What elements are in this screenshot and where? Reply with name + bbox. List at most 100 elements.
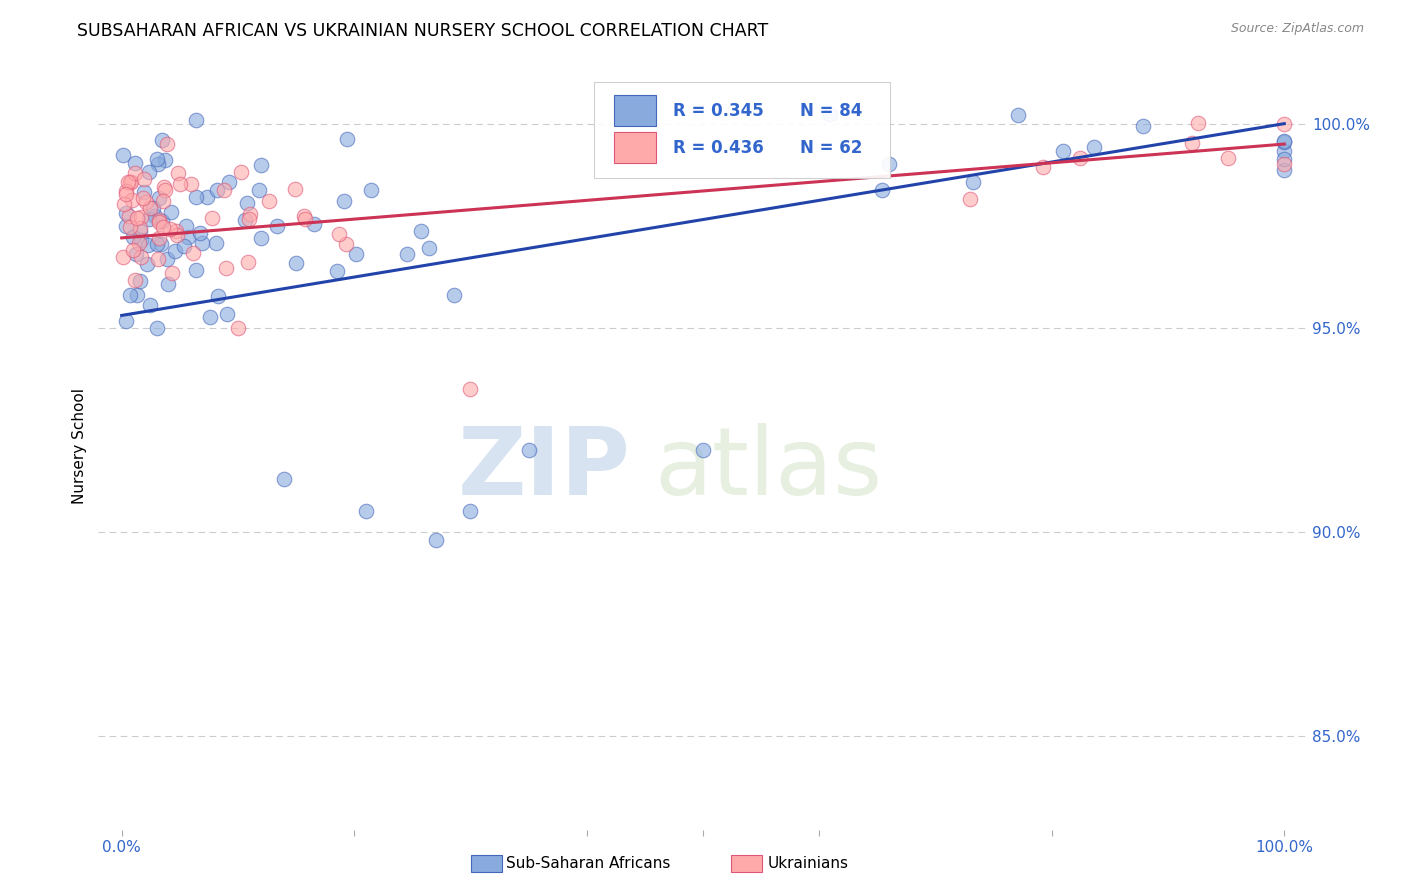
Point (877, 157, 900, 171)
Point (218, 175, 240, 189)
Point (212, 183, 235, 197)
Point (128, 224, 150, 238)
Text: ZIP: ZIP (457, 423, 630, 515)
Point (294, 212, 316, 227)
Point (959, 193, 981, 207)
Point (128, 236, 150, 251)
Point (112, 147, 135, 161)
Point (129, 210, 152, 224)
Point (115, 185, 138, 199)
Point (870, 182, 893, 196)
Point (425, 533, 447, 547)
Point (143, 209, 166, 223)
Text: Ukrainians: Ukrainians (768, 856, 849, 871)
Point (266, 219, 288, 234)
Point (328, 227, 350, 242)
Text: R = 0.436: R = 0.436 (672, 138, 763, 157)
Point (1272, 134, 1295, 148)
Point (148, 215, 170, 229)
Point (165, 223, 187, 237)
Point (120, 175, 142, 189)
Point (205, 183, 228, 197)
Point (148, 191, 170, 205)
Point (1272, 157, 1295, 171)
Point (149, 237, 172, 252)
Point (1272, 152, 1295, 166)
Point (148, 252, 170, 266)
Point (233, 212, 256, 227)
Point (145, 320, 167, 334)
Text: N = 84: N = 84 (800, 102, 862, 120)
Point (156, 277, 179, 292)
Y-axis label: Nursery School: Nursery School (72, 388, 87, 504)
Point (259, 194, 281, 208)
Point (188, 227, 211, 241)
Point (195, 190, 218, 204)
Point (443, 287, 465, 301)
Point (150, 133, 173, 147)
Text: R = 0.345: R = 0.345 (672, 102, 763, 120)
Point (184, 263, 207, 277)
Point (177, 230, 200, 244)
Point (236, 196, 259, 211)
Point (247, 183, 270, 197)
Point (284, 182, 307, 196)
FancyBboxPatch shape (613, 132, 655, 163)
Point (304, 217, 326, 231)
Point (129, 221, 152, 235)
Point (150, 214, 173, 228)
Point (1272, 163, 1295, 178)
Point (1069, 151, 1091, 165)
Point (153, 183, 176, 197)
Point (120, 220, 142, 235)
Point (136, 257, 159, 271)
Point (162, 266, 184, 280)
Point (360, 183, 382, 197)
Point (156, 252, 179, 266)
Point (122, 243, 145, 257)
Point (146, 153, 169, 167)
Point (135, 195, 157, 210)
Text: SUBSAHARAN AFRICAN VS UKRAINIAN NURSERY SCHOOL CORRELATION CHART: SUBSAHARAN AFRICAN VS UKRAINIAN NURSERY … (77, 22, 769, 40)
Point (692, 443, 714, 458)
Point (159, 222, 181, 236)
Point (148, 231, 170, 245)
Point (114, 186, 136, 201)
Point (207, 289, 229, 303)
Point (1272, 144, 1295, 158)
Point (124, 166, 146, 180)
Point (117, 176, 139, 190)
Point (1132, 120, 1154, 134)
Point (229, 165, 252, 179)
Point (396, 246, 419, 260)
Point (226, 320, 249, 334)
FancyBboxPatch shape (595, 81, 890, 178)
Point (238, 212, 260, 227)
Point (239, 207, 262, 221)
Point (184, 190, 207, 204)
Point (138, 211, 160, 226)
Point (191, 236, 214, 251)
Point (114, 206, 136, 220)
Point (335, 236, 357, 251)
Point (1032, 161, 1054, 175)
Point (326, 264, 349, 278)
Point (121, 194, 143, 208)
Point (145, 236, 167, 251)
Point (818, 106, 841, 120)
Point (124, 273, 146, 287)
Point (460, 504, 482, 518)
Point (152, 194, 174, 209)
Point (273, 472, 295, 486)
Point (124, 247, 146, 261)
Point (148, 156, 170, 170)
Point (136, 237, 159, 252)
Point (138, 298, 160, 312)
Point (125, 287, 148, 301)
Point (1052, 144, 1074, 158)
Point (1187, 115, 1209, 129)
Text: atlas: atlas (655, 423, 883, 515)
Point (215, 261, 238, 276)
Point (346, 247, 368, 261)
Point (1216, 151, 1239, 165)
